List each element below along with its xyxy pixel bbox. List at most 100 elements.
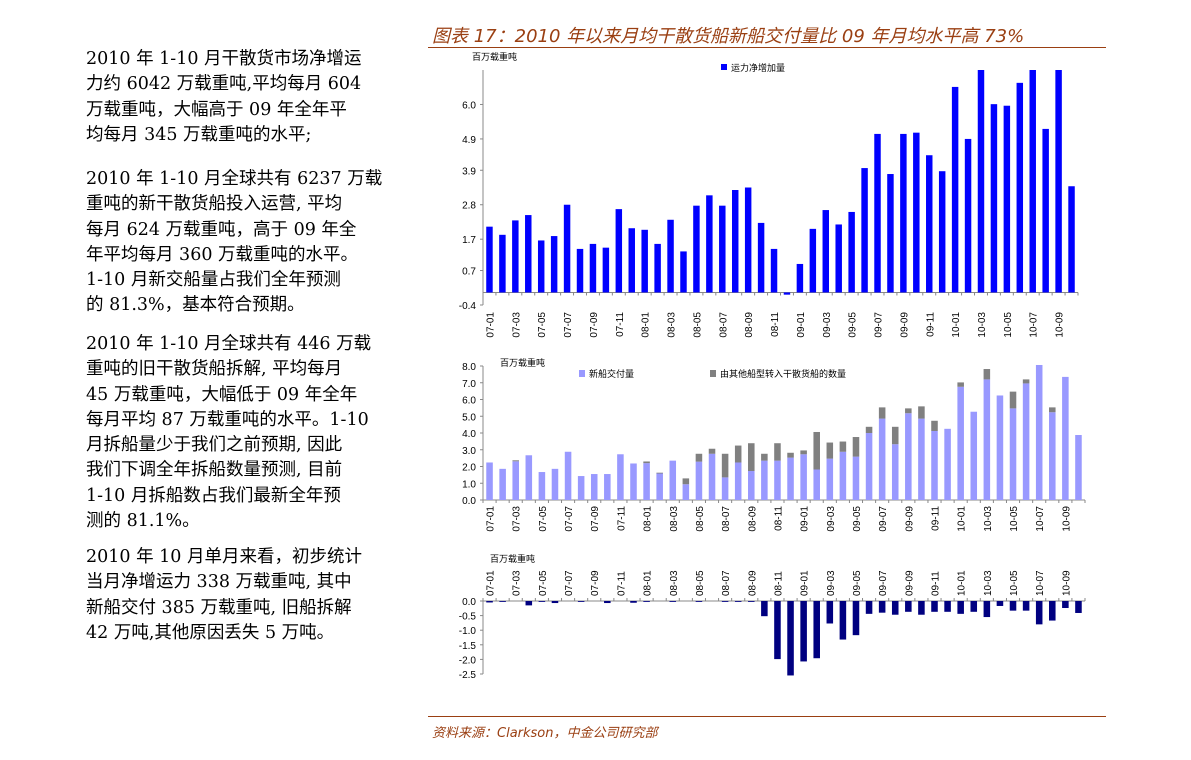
bar [734,445,742,463]
title-divider [428,47,1106,48]
bar [577,601,585,602]
x-tick-label: 08-09 [744,312,755,338]
bar [1009,408,1017,500]
bar [525,601,533,606]
text-line: 我们下调全年拆船数量预测, 目前 [86,460,343,481]
bar [1029,70,1036,293]
bar [996,395,1004,500]
bar [1062,376,1069,500]
bar [865,433,873,500]
x-tick-label: 09-11 [931,506,942,531]
bar [931,420,938,431]
bar [680,251,687,293]
y-tick-label: 6.0 [462,100,476,111]
bar [900,133,907,293]
text-line: 2010 年 10 月单月来看，初步统计 [86,547,362,567]
bar [708,448,716,454]
bar [577,476,585,500]
bar [839,601,847,640]
text-line: 42 万吨,其他原因丢失 5 万吨。 [86,622,335,643]
bar [669,460,677,500]
y-tick-label: 0.0 [462,496,476,507]
y-tick-label: 4.9 [462,135,476,146]
bar [970,411,978,500]
x-tick-label: 07-09 [590,570,601,596]
x-tick-label: 10-09 [1061,506,1072,532]
x-tick-label: 09-01 [796,312,807,338]
x-tick-label: 08-11 [773,506,784,531]
bar [938,171,946,293]
bar [774,443,781,461]
text-line: 1-10 月拆船数占我们最新全年预 [86,485,341,506]
bar [826,442,834,459]
text-line: 当月净增运力 338 万载重吨, 其中 [86,572,352,593]
x-tick-label: 09-05 [848,312,859,338]
bar [918,418,925,500]
y-tick-label: 8.0 [462,362,476,373]
x-tick-label: 07-09 [590,506,601,532]
x-tick-label: 10-05 [1003,312,1014,338]
x-tick-label: 09-09 [904,570,915,596]
legend-label: 新船交付量 [589,368,634,379]
x-tick-label: 10-07 [1029,312,1040,338]
bar [761,601,768,617]
bar [990,104,998,293]
text-line: 2010 年 1-10 月干散货市场净增运 [86,49,362,69]
bar [630,463,637,500]
bar [1049,407,1056,413]
bar [1049,601,1056,621]
text-line: 均每月 345 万载重吨的水平; [86,124,312,145]
bar [669,601,677,602]
bar [1055,70,1062,293]
bar [499,234,506,293]
bar [486,462,493,500]
x-tick-label: 08-05 [695,506,706,532]
x-tick-label: 09-03 [826,506,837,532]
x-tick-label: 09-01 [800,506,811,532]
x-tick-label: 09-07 [874,312,885,338]
bar [878,418,886,500]
unit-label: 百万载重吨 [500,357,545,368]
bar [721,453,729,478]
bar [905,408,912,414]
x-tick-label: 10-01 [957,570,968,596]
x-tick-label: 10-07 [1035,506,1046,532]
bar [887,174,894,293]
bar [861,168,868,293]
bar [1022,601,1030,611]
bar [1009,601,1017,611]
y-tick-label: -0.5 [459,612,477,623]
y-tick-label: 0.0 [462,597,476,608]
text-line: 重吨的旧干散货船拆解, 平均每月 [86,359,343,380]
bar [983,379,991,500]
bar [604,474,611,500]
bar [944,428,951,500]
bar [706,195,713,293]
bar [848,211,855,293]
bar [839,441,847,452]
bar [486,226,493,293]
x-tick-label: 10-05 [1009,506,1020,532]
bar [708,453,716,500]
bar [564,451,572,500]
x-tick-label: 08-11 [773,571,784,596]
paragraph-new-deliveries: 2010 年 1-10 月全球共有 6237 万载 重吨的新干散货船投入运营, 平… [86,167,386,319]
x-tick-label: 07-05 [537,312,548,338]
x-tick-label: 07-01 [486,506,497,532]
bar [748,443,755,472]
x-tick-label: 10-05 [1009,570,1020,596]
x-tick-label: 07-11 [616,506,627,531]
bar [918,601,925,615]
figure-title: 图表 17：2010 年以来月均干散货船新船交付量比 09 年月均水平高 73% [432,26,1025,47]
x-tick-label: 10-03 [977,312,988,338]
bar [926,155,933,293]
x-tick-label: 07-09 [589,312,600,338]
bar [918,406,925,419]
text-line: 2010 年 1-10 月全球共有 446 万载 [86,334,372,354]
text-line: 力约 6042 万载重吨,平均每月 604 [86,74,362,95]
bar [628,228,635,293]
y-tick-label: -1.0 [459,626,477,637]
bar [957,386,964,500]
bar [822,210,830,293]
text-line: 的 81.3%，基本符合预期。 [86,295,305,316]
